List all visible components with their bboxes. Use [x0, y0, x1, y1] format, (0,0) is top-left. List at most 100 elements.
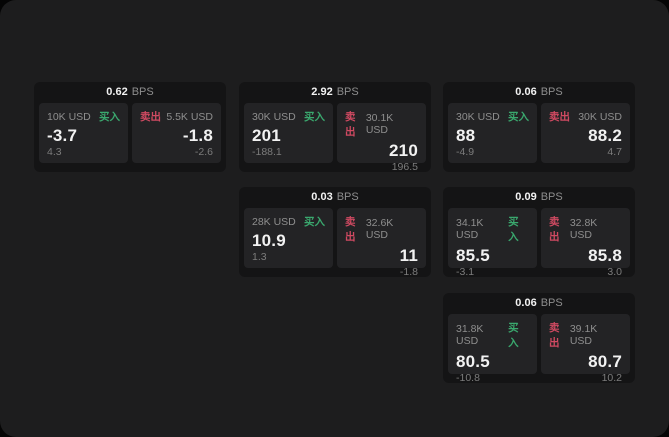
buy-price-value: -3.7 [47, 126, 78, 145]
sell-price-value: 11 [399, 246, 418, 265]
quote-card: 0.06 BPS 30K USD 买入 88 -4.9 卖出 30K USD 8… [443, 82, 635, 172]
sell-side-label: 卖出 [549, 111, 570, 123]
quote-panels: 28K USD 买入 10.9 1.3 卖出 32.6K USD 11 -1.8 [244, 208, 426, 278]
quote-panels: 10K USD 买入 -3.7 4.3 卖出 5.5K USD -1.8 -2.… [39, 103, 221, 163]
sell-label-row: 卖出 5.5K USD [140, 109, 213, 124]
buy-notional-amount: 31.8K USD [456, 323, 484, 347]
spread-header: 0.03 BPS [239, 187, 431, 208]
quote-card: 0.06 BPS 31.8K USD 买入 80.5 -10.8 卖出 39.1… [443, 293, 635, 384]
buy-price-value: 85.5 [456, 246, 490, 265]
buy-price-value: 201 [252, 126, 281, 145]
buy-quote-tile[interactable]: 30K USD 买入 88 -4.9 [448, 103, 537, 163]
spread-value: 0.62 [106, 86, 128, 98]
bps-unit-label: BPS [540, 297, 563, 309]
sell-side-label: 卖出 [549, 216, 560, 243]
spread-header: 0.06 BPS [443, 82, 635, 103]
quote-card: 0.09 BPS 34.1K USD 买入 85.5 -3.1 卖出 32.8K… [443, 187, 635, 278]
spread-header: 0.06 BPS [443, 293, 635, 314]
buy-price-value: 80.5 [456, 352, 490, 371]
sell-side-label: 卖出 [345, 216, 356, 243]
quote-panels: 34.1K USD 买入 85.5 -3.1 卖出 32.8K USD 85.8… [448, 208, 630, 278]
buy-side-label: 买入 [304, 216, 325, 228]
sell-notional-amount: 5.5K USD [166, 110, 213, 123]
buy-sub-value: 1.3 [252, 251, 267, 263]
sell-sub-value: 3.0 [607, 266, 622, 278]
quote-card: 0.62 BPS 10K USD 买入 -3.7 4.3 卖出 5.5K USD… [34, 82, 226, 172]
spread-value: 0.03 [311, 191, 333, 203]
buy-side-label: 买入 [304, 111, 325, 123]
sell-side-label: 卖出 [140, 111, 161, 123]
sell-notional-amount: 30K USD [578, 110, 622, 123]
sell-sub-value: 4.7 [607, 146, 622, 158]
bps-unit-label: BPS [336, 191, 359, 203]
sell-quote-tile[interactable]: 卖出 32.6K USD 11 -1.8 [337, 208, 426, 278]
sell-sub-value: -2.6 [194, 146, 213, 158]
sell-quote-tile[interactable]: 卖出 30K USD 88.2 4.7 [541, 103, 630, 163]
sell-price-value: -1.8 [182, 126, 213, 145]
buy-side-label: 买入 [508, 111, 529, 123]
buy-sub-value: -188.1 [252, 146, 282, 158]
buy-quote-tile[interactable]: 28K USD 买入 10.9 1.3 [244, 208, 333, 268]
bps-unit-label: BPS [336, 86, 359, 98]
spread-value: 0.06 [515, 86, 537, 98]
sell-notional-amount: 39.1K USD [569, 323, 598, 347]
sell-price-value: 85.8 [588, 246, 622, 265]
buy-side-label: 买入 [508, 322, 519, 349]
buy-quote-tile[interactable]: 31.8K USD 买入 80.5 -10.8 [448, 314, 537, 384]
buy-sub-value: -4.9 [456, 146, 475, 158]
buy-quote-tile[interactable]: 10K USD 买入 -3.7 4.3 [39, 103, 128, 163]
bps-unit-label: BPS [131, 86, 154, 98]
bps-unit-label: BPS [540, 86, 563, 98]
buy-side-label: 买入 [99, 111, 120, 123]
sell-side-label: 卖出 [345, 111, 356, 138]
spread-header: 0.62 BPS [34, 82, 226, 103]
sell-label-row: 卖出 39.1K USD [549, 320, 622, 350]
sell-price-value: 210 [389, 141, 418, 160]
buy-notional-amount: 34.1K USD [456, 217, 484, 241]
buy-sub-value: 4.3 [47, 146, 62, 158]
quote-card: 2.92 BPS 30K USD 买入 201 -188.1 卖出 30.1K … [239, 82, 431, 173]
sell-label-row: 卖出 32.8K USD [549, 214, 622, 244]
quote-panels: 30K USD 买入 201 -188.1 卖出 30.1K USD 210 1… [244, 103, 426, 173]
buy-sub-value: -3.1 [456, 266, 475, 278]
buy-notional-amount: 28K USD [252, 215, 296, 228]
sell-quote-tile[interactable]: 卖出 30.1K USD 210 196.5 [337, 103, 426, 173]
buy-price-value: 10.9 [252, 231, 286, 250]
buy-sub-value: -10.8 [456, 372, 480, 384]
quote-panels: 30K USD 买入 88 -4.9 卖出 30K USD 88.2 4.7 [448, 103, 630, 163]
buy-price-value: 88 [456, 126, 476, 145]
quote-panels: 31.8K USD 买入 80.5 -10.8 卖出 39.1K USD 80.… [448, 314, 630, 384]
spread-header: 0.09 BPS [443, 187, 635, 208]
sell-notional-amount: 32.6K USD [365, 217, 394, 241]
sell-sub-value: 10.2 [601, 372, 622, 384]
buy-quote-tile[interactable]: 30K USD 买入 201 -188.1 [244, 103, 333, 163]
bps-unit-label: BPS [540, 191, 563, 203]
sell-sub-value: 196.5 [391, 161, 418, 173]
sell-price-value: 80.7 [588, 352, 622, 371]
sell-label-row: 卖出 30.1K USD [345, 109, 418, 139]
sell-side-label: 卖出 [549, 322, 560, 349]
sell-label-row: 卖出 30K USD [549, 109, 622, 124]
sell-sub-value: -1.8 [399, 266, 418, 278]
buy-notional-amount: 30K USD [252, 110, 296, 123]
spread-header: 2.92 BPS [239, 82, 431, 103]
buy-label-row: 30K USD 买入 [252, 109, 325, 124]
sell-notional-amount: 30.1K USD [365, 112, 394, 136]
sell-quote-tile[interactable]: 卖出 32.8K USD 85.8 3.0 [541, 208, 630, 278]
buy-label-row: 31.8K USD 买入 [456, 320, 529, 350]
quote-card: 0.03 BPS 28K USD 买入 10.9 1.3 卖出 32.6K US… [239, 187, 431, 278]
sell-label-row: 卖出 32.6K USD [345, 214, 418, 244]
spread-value: 2.92 [311, 86, 333, 98]
buy-label-row: 34.1K USD 买入 [456, 214, 529, 244]
spread-value: 0.06 [515, 297, 537, 309]
buy-label-row: 30K USD 买入 [456, 109, 529, 124]
sell-notional-amount: 32.8K USD [569, 217, 598, 241]
sell-price-value: 88.2 [588, 126, 622, 145]
spread-value: 0.09 [515, 191, 537, 203]
buy-label-row: 10K USD 买入 [47, 109, 120, 124]
sell-quote-tile[interactable]: 卖出 39.1K USD 80.7 10.2 [541, 314, 630, 384]
buy-quote-tile[interactable]: 34.1K USD 买入 85.5 -3.1 [448, 208, 537, 278]
buy-side-label: 买入 [508, 216, 519, 243]
sell-quote-tile[interactable]: 卖出 5.5K USD -1.8 -2.6 [132, 103, 221, 163]
